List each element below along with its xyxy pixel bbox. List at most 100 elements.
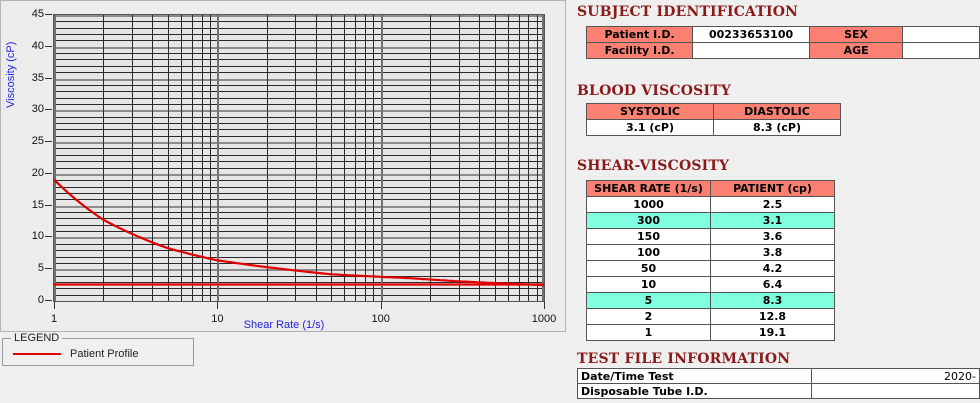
gridline-horizontal <box>54 199 544 200</box>
gridline-horizontal <box>54 117 544 118</box>
patient-viscosity-value: 3.6 <box>710 228 835 245</box>
y-axis-tick-label: 40 <box>31 39 44 52</box>
table-row: 3.1 (cP) 8.3 (cP) <box>586 119 841 136</box>
patient-viscosity-value: 19.1 <box>710 324 835 341</box>
shear-viscosity-heading: SHEAR-VISCOSITY <box>577 158 730 174</box>
test-file-field-label: Disposable Tube I.D. <box>576 383 813 399</box>
gridline-vertical <box>344 15 345 301</box>
patient-viscosity-value: 4.2 <box>710 260 835 277</box>
blood-viscosity-header: SYSTOLIC <box>586 103 714 120</box>
gridline-vertical <box>267 15 268 301</box>
gridline-horizontal <box>54 142 544 144</box>
gridline-vertical <box>430 15 431 301</box>
blood-viscosity-table: SYSTOLIC DIASTOLIC 3.1 (cP) 8.3 (cP) <box>586 103 841 136</box>
gridline-horizontal <box>54 288 544 289</box>
shear-viscosity-header: SHEAR RATE (1/s) <box>586 180 711 197</box>
test-file-field-value <box>811 383 980 399</box>
shear-rate-value: 1 <box>586 324 711 341</box>
gridline-horizontal <box>54 136 544 137</box>
patient-profile-curve <box>54 178 544 287</box>
test-file-information-table: Date/Time Test 2020- Disposable Tube I.D. <box>576 368 980 399</box>
shear-rate-value: 1000 <box>586 196 711 213</box>
gridline-horizontal <box>54 237 544 239</box>
patient-viscosity-value: 8.3 <box>710 292 835 309</box>
patient-viscosity-value: 6.4 <box>710 276 835 293</box>
test-file-information-heading: TEST FILE INFORMATION <box>577 351 791 367</box>
test-file-field-label: Date/Time Test <box>576 368 813 384</box>
gridline-horizontal <box>54 104 544 105</box>
shear-rate-value: 300 <box>586 212 711 229</box>
subject-identification-table: Patient I.D. 00233653100 SEX Facility I.D. A… <box>585 26 980 59</box>
gridline-horizontal <box>54 98 544 99</box>
gridline-horizontal <box>54 174 544 176</box>
y-axis-tick <box>45 268 52 269</box>
patient-viscosity-value: 3.8 <box>710 244 835 261</box>
subject-field-label: AGE <box>808 42 904 59</box>
gridline-horizontal <box>54 53 544 54</box>
table-row: Disposable Tube I.D. <box>576 383 980 399</box>
gridline-horizontal <box>54 218 544 219</box>
gridline-horizontal <box>54 168 544 169</box>
subject-field-label: Patient I.D. <box>585 26 694 43</box>
gridline-horizontal <box>54 155 544 156</box>
gridline-horizontal <box>54 263 544 264</box>
gridline-horizontal <box>54 72 544 73</box>
gridline-vertical <box>152 15 153 301</box>
subject-field-label: Facility I.D. <box>585 42 694 59</box>
table-row: 300 3.1 <box>586 212 835 229</box>
table-row: 2 12.8 <box>586 308 835 325</box>
subject-field-value <box>692 42 810 59</box>
y-axis-tick <box>45 236 52 237</box>
gridline-vertical <box>479 15 480 301</box>
gridline-horizontal <box>54 79 544 81</box>
gridline-horizontal <box>54 91 544 92</box>
y-axis-tick-label: 15 <box>31 198 44 211</box>
table-row: 50 4.2 <box>586 260 835 277</box>
gridline-vertical <box>355 15 356 301</box>
gridline-vertical <box>210 15 211 301</box>
subject-field-value <box>902 26 980 43</box>
shear-rate-value: 5 <box>586 292 711 309</box>
gridline-horizontal <box>54 129 544 130</box>
y-axis-tick <box>45 173 52 174</box>
y-axis-tick <box>45 300 52 301</box>
plot-area <box>53 14 545 302</box>
blood-viscosity-value: 8.3 (cP) <box>713 119 841 136</box>
gridline-horizontal <box>54 21 544 22</box>
gridline-horizontal <box>54 250 544 251</box>
subject-field-value: 00233653100 <box>692 26 810 43</box>
gridline-vertical <box>181 15 182 301</box>
gridline-horizontal <box>54 47 544 49</box>
y-axis-tick-label: 20 <box>31 166 44 179</box>
gridline-vertical <box>295 15 296 301</box>
gridline-horizontal <box>54 110 544 112</box>
gridline-horizontal <box>54 225 544 226</box>
gridline-vertical <box>54 15 56 301</box>
y-axis-tick-label: 0 <box>37 294 44 306</box>
shear-rate-value: 100 <box>586 244 711 261</box>
y-axis-tick <box>45 109 52 110</box>
y-axis-labels: 0 5 10 15 20 25 30 35 40 45 <box>1 1 53 311</box>
subject-identification-heading: SUBJECT IDENTIFICATION <box>577 4 799 20</box>
x-axis-title: Shear Rate (1/s) <box>243 319 325 331</box>
gridline-vertical <box>537 15 538 301</box>
blood-viscosity-header: DIASTOLIC <box>713 103 841 120</box>
patient-viscosity-value: 2.5 <box>710 196 835 213</box>
shear-rate-value: 50 <box>586 260 711 277</box>
gridline-horizontal <box>54 295 544 296</box>
plot-gridlines <box>54 15 544 301</box>
y-axis-tick-label: 5 <box>37 262 44 275</box>
shear-viscosity-table: SHEAR RATE (1/s) PATIENT (cp) 1000 2.5 300 3.… <box>586 180 835 341</box>
gridline-horizontal <box>54 148 544 149</box>
shear-viscosity-header: PATIENT (cp) <box>710 180 835 197</box>
x-axis-tick <box>54 302 55 309</box>
gridline-horizontal <box>54 206 544 208</box>
y-axis-tick <box>45 14 52 15</box>
legend-item-label: Patient Profile <box>70 348 139 360</box>
gridline-vertical <box>168 15 169 301</box>
x-axis-tick-label: 100 <box>371 313 390 325</box>
gridline-horizontal <box>54 257 544 258</box>
gridline-vertical <box>373 15 374 301</box>
table-row: 1 19.1 <box>586 324 835 341</box>
table-row: Patient I.D. 00233653100 SEX <box>585 26 980 43</box>
